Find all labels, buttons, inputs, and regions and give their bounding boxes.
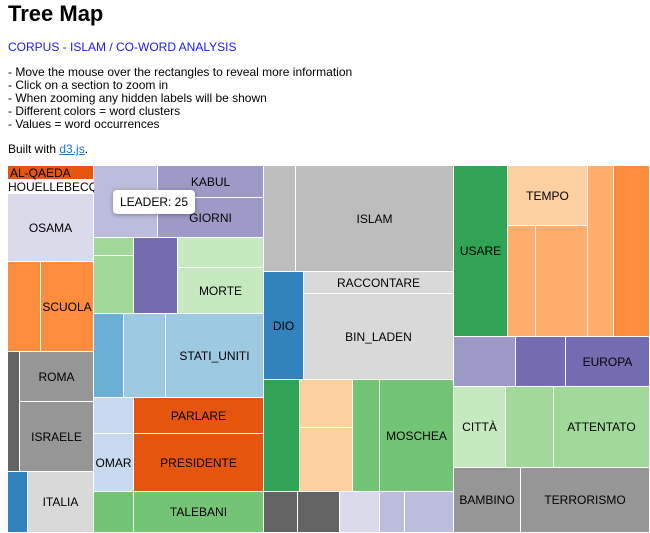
tile-label: PARLARE	[170, 408, 227, 423]
treemap-tile-unlabeled[interactable]	[298, 492, 340, 533]
treemap-tile[interactable]: TERRORISMO	[521, 468, 650, 533]
tile-label: SCUOLA	[42, 299, 92, 314]
tile-label: OMAR	[95, 455, 132, 470]
treemap-tile-unlabeled[interactable]	[454, 337, 516, 387]
treemap-tile[interactable]: TALEBANI	[134, 492, 264, 533]
treemap-tile[interactable]: SCUOLA	[41, 262, 94, 352]
tile-label: TALEBANI	[169, 505, 228, 519]
treemap-tile[interactable]: ISLAM	[296, 166, 454, 272]
treemap-tile[interactable]: BAMBINO	[454, 468, 521, 533]
tile-label: HOUELLEBECQ	[8, 179, 99, 194]
treemap-tile-unlabeled[interactable]	[134, 238, 178, 314]
treemap-tile-unlabeled[interactable]	[94, 492, 134, 533]
treemap-tile-unlabeled[interactable]	[94, 256, 134, 314]
treemap-tile-unlabeled[interactable]	[8, 352, 20, 472]
tile-label: MORTE	[198, 283, 243, 298]
tile-label: ITALIA	[42, 495, 79, 509]
treemap-tile[interactable]: ITALIA	[28, 472, 94, 533]
treemap-tile-unlabeled[interactable]	[588, 166, 614, 337]
treemap-tile-unlabeled[interactable]	[300, 428, 353, 492]
tile-label: OSAMA	[28, 220, 73, 235]
tile-label: CITTÀ	[462, 420, 497, 434]
treemap-tile-unlabeled[interactable]	[264, 380, 300, 492]
tooltip: LEADER: 25	[113, 190, 196, 214]
treemap-tile-unlabeled[interactable]	[405, 492, 454, 533]
treemap-tile-unlabeled[interactable]	[300, 380, 353, 428]
tile-label: KABUL	[190, 174, 231, 189]
treemap-tile-unlabeled[interactable]	[614, 166, 650, 337]
tile-label: PRESIDENTE	[160, 455, 237, 470]
treemap-tile-unlabeled[interactable]	[340, 492, 380, 533]
treemap-tile-unlabeled[interactable]	[508, 226, 536, 337]
treemap-tile[interactable]: CITTÀ	[454, 387, 506, 468]
treemap-tile-unlabeled[interactable]	[8, 472, 28, 533]
treemap-tile[interactable]: MOSCHEA	[380, 380, 454, 492]
instruction-item: - Move the mouse over the rectangles to …	[8, 65, 353, 79]
treemap-tile-unlabeled[interactable]	[536, 226, 588, 337]
treemap-tile-unlabeled[interactable]	[8, 262, 41, 352]
instructions-list: - Move the mouse over the rectangles to …	[8, 66, 352, 131]
tile-label: DIO	[272, 318, 295, 333]
built-suffix: .	[84, 142, 89, 156]
instruction-item: - Different colors = word clusters	[8, 104, 181, 118]
treemap-tile-unlabeled[interactable]	[506, 387, 554, 468]
treemap-tile-unlabeled[interactable]	[94, 238, 134, 256]
treemap-tile[interactable]: PARLARE	[134, 398, 264, 434]
treemap-tile-unlabeled[interactable]	[264, 492, 298, 533]
treemap-tile[interactable]: MORTE	[178, 268, 264, 314]
treemap-tile-unlabeled[interactable]	[178, 238, 264, 268]
built-prefix: Built with	[8, 142, 60, 156]
treemap-tile[interactable]: USARE	[454, 166, 508, 337]
built-with-line: Built with d3.js.	[8, 141, 88, 157]
subtitle: CORPUS - ISLAM / CO-WORD ANALYSIS	[8, 40, 237, 54]
tile-label: EUROPA	[582, 354, 633, 369]
treemap-tile[interactable]: ATTENTATO	[554, 387, 650, 468]
tile-label: BAMBINO	[459, 493, 515, 507]
tile-label: ATTENTATO	[567, 420, 636, 434]
treemap-tile-unlabeled[interactable]	[380, 492, 405, 533]
tile-label: AL-QAEDA	[10, 166, 71, 180]
d3-link[interactable]: d3.js	[59, 142, 85, 156]
treemap-tile[interactable]: AL-QAEDA	[8, 166, 94, 180]
treemap-tile[interactable]: TEMPO	[508, 166, 588, 226]
treemap-tile[interactable]: RACCONTARE	[304, 272, 454, 294]
tile-label: BIN_LADEN	[345, 329, 412, 344]
treemap-tile[interactable]: HOUELLEBECQ	[8, 179, 99, 194]
instruction-item: - Values = word occurrences	[8, 117, 160, 131]
treemap-tile[interactable]: OSAMA	[8, 194, 94, 262]
treemap-tile-unlabeled[interactable]	[94, 398, 134, 434]
tile-label: GIORNI	[189, 210, 232, 225]
tile-label: RACCONTARE	[336, 275, 421, 290]
treemap-tile[interactable]: ROMA	[20, 352, 94, 402]
instruction-item: - Click on a section to zoom in	[8, 78, 169, 92]
treemap-tile[interactable]: PRESIDENTE	[134, 434, 264, 492]
treemap-tile[interactable]: BIN_LADEN	[304, 294, 454, 380]
treemap-tile[interactable]: DIO	[264, 272, 304, 380]
treemap-tile[interactable]: STATI_UNITI	[166, 314, 264, 398]
tile-label: TEMPO	[526, 188, 569, 203]
treemap-tile-unlabeled[interactable]	[516, 337, 566, 387]
treemap-tile[interactable]: ISRAELE	[20, 402, 94, 472]
treemap-tile[interactable]: OMAR	[94, 434, 134, 492]
treemap-tile-unlabeled[interactable]	[124, 314, 166, 398]
treemap-tile-unlabeled[interactable]	[353, 380, 380, 492]
tile-label: STATI_UNITI	[179, 348, 250, 363]
treemap-tile-unlabeled[interactable]	[94, 314, 124, 398]
tile-label: ISRAELE	[31, 429, 82, 444]
tile-label: ISLAM	[356, 211, 393, 226]
tile-label: TERRORISMO	[544, 493, 626, 507]
page-title: Tree Map	[8, 1, 104, 26]
tile-label: MOSCHEA	[386, 428, 447, 443]
tile-label: USARE	[459, 244, 502, 258]
treemap: AL-QAEDA HOUELLEBECQ OSAMA SCUOLA ROMA ISRAEL…	[8, 166, 650, 533]
instruction-item: - When zooming any hidden labels will be…	[8, 91, 267, 105]
treemap-tile[interactable]: EUROPA	[566, 337, 650, 387]
treemap-tile-unlabeled[interactable]	[264, 166, 296, 272]
tile-label: ROMA	[38, 369, 75, 384]
